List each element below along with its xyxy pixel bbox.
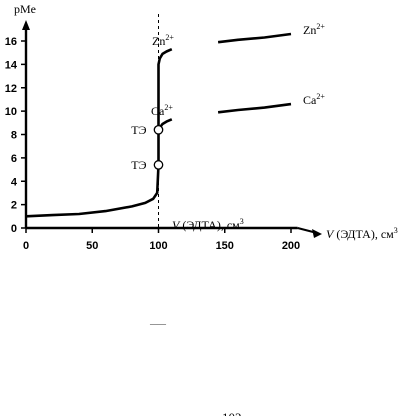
zn-far-label: Zn2+ <box>303 22 325 37</box>
zn-curve-continuation <box>217 32 292 44</box>
te-marker-lower <box>153 160 164 170</box>
x-axis-arrowhead <box>312 229 322 238</box>
labels: Zn2+ Ca2+ Zn2+ Ca2+ ТЭ ТЭ pMe V (ЭДТА), см3 V (Э… <box>14 2 398 416</box>
x-axis-title: V (ЭДТА), см3 <box>172 217 244 232</box>
page-footer-rule: —— <box>149 319 167 328</box>
y-tick-label: 14 <box>5 59 18 71</box>
y-tick-label: 2 <box>11 200 17 212</box>
volume-symbol: V <box>172 218 181 232</box>
x-tick-label: 200 <box>282 240 300 252</box>
te-marker-upper <box>153 124 164 135</box>
te-label-lower: ТЭ <box>131 158 146 172</box>
ticks: 0 2 4 6 8 10 12 14 16 0 50 100 150 200 <box>5 36 300 252</box>
volume-symbol: V <box>326 227 335 241</box>
x-tick-label: 50 <box>86 240 98 252</box>
y-axis-title: pMe <box>14 2 36 16</box>
ca-near-label: Ca2+ <box>151 103 173 118</box>
curves <box>25 32 292 218</box>
ca-far-label: Ca2+ <box>303 92 325 107</box>
page-number: 102 <box>222 410 242 416</box>
y-tick-label: 4 <box>11 176 18 188</box>
x-tick-label: 150 <box>216 240 234 252</box>
charge-superscript: 2+ <box>316 92 325 101</box>
y-tick-label: 10 <box>5 106 17 118</box>
y-axis-arrowhead <box>22 20 30 30</box>
charge-superscript: 2+ <box>316 22 325 31</box>
zn-curve <box>25 48 173 218</box>
x-tick-label: 100 <box>149 240 167 252</box>
y-tick-label: 8 <box>11 130 17 142</box>
axes <box>22 14 322 238</box>
unit-superscript: 3 <box>394 226 398 235</box>
ca-curve-continuation <box>217 102 292 114</box>
charge-superscript: 2+ <box>165 33 174 42</box>
x-tick-label: 0 <box>23 240 29 252</box>
charge-superscript: 2+ <box>164 103 173 112</box>
unit-superscript: 3 <box>240 217 244 226</box>
zn-near-label: Zn2+ <box>152 33 174 48</box>
te-label-upper: ТЭ <box>131 123 146 137</box>
y-tick-label: 12 <box>5 83 17 95</box>
y-tick-label: 0 <box>11 223 17 235</box>
y-tick-label: 6 <box>11 153 17 165</box>
y-tick-label: 16 <box>5 36 17 48</box>
x-axis-title-outer: V (ЭДТА), см3 <box>326 226 398 241</box>
